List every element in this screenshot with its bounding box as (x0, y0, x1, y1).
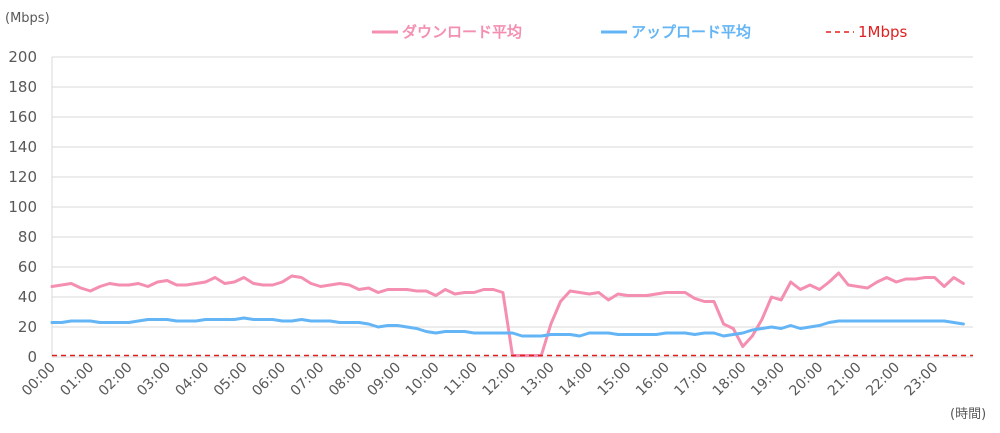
legend-1mbps-label: 1Mbps (858, 23, 908, 41)
x-tick-label: 20:00 (786, 360, 826, 400)
x-tick-label: 16:00 (633, 360, 673, 400)
x-tick-label: 08:00 (326, 360, 366, 400)
x-tick-label: 12:00 (479, 360, 519, 400)
y-tick-label: 0 (27, 348, 37, 366)
y-tick-label: 160 (8, 108, 37, 126)
y-tick-label: 200 (8, 48, 37, 66)
y-tick-label: 120 (8, 168, 37, 186)
y-tick-label: 80 (18, 228, 37, 246)
x-tick-label: 14:00 (556, 360, 596, 400)
x-tick-label: 21:00 (825, 360, 865, 400)
y-tick-label: 40 (18, 288, 37, 306)
series-download-line (50, 271, 965, 357)
y-axis-unit: (Mbps) (5, 11, 50, 26)
x-tick-label: 09:00 (364, 360, 404, 400)
x-tick-label: 15:00 (595, 360, 635, 400)
x-tick-label: 17:00 (671, 360, 711, 400)
x-tick-label: 23:00 (902, 360, 942, 400)
x-tick-label: 05:00 (211, 360, 251, 400)
legend-download-label: ダウンロード平均 (402, 23, 522, 41)
axis-layer: 0 20 40 60 80 100 120 140 160 180 200 00:0001:0002:… (8, 48, 941, 399)
x-tick-label: 11:00 (441, 360, 481, 400)
y-tick-label: 60 (18, 258, 37, 276)
series-upload-line (50, 316, 965, 338)
x-tick-label: 06:00 (249, 360, 289, 400)
x-tick-label: 13:00 (518, 360, 558, 400)
x-tick-label: 10:00 (403, 360, 443, 400)
y-tick-label: 140 (8, 138, 37, 156)
x-tick-label: 22:00 (863, 360, 903, 400)
x-tick-label: 02:00 (96, 360, 136, 400)
x-tick-label: 18:00 (710, 360, 750, 400)
x-tick-label: 07:00 (288, 360, 328, 400)
x-tick-label: 00:00 (19, 360, 59, 400)
series-layer (50, 271, 973, 357)
grid-layer (51, 56, 973, 358)
x-tick-label: 04:00 (172, 360, 212, 400)
y-tick-label: 180 (8, 78, 37, 96)
x-axis-unit: (時間) (950, 407, 986, 422)
x-tick-label: 01:00 (57, 360, 97, 400)
legend: ダウンロード平均 アップロード平均 1Mbps (372, 23, 908, 41)
y-tick-label: 100 (8, 198, 37, 216)
x-tick-label: 19:00 (748, 360, 788, 400)
y-tick-label: 20 (18, 318, 37, 336)
x-tick-label: 03:00 (134, 360, 174, 400)
legend-upload-label: アップロード平均 (631, 23, 751, 41)
